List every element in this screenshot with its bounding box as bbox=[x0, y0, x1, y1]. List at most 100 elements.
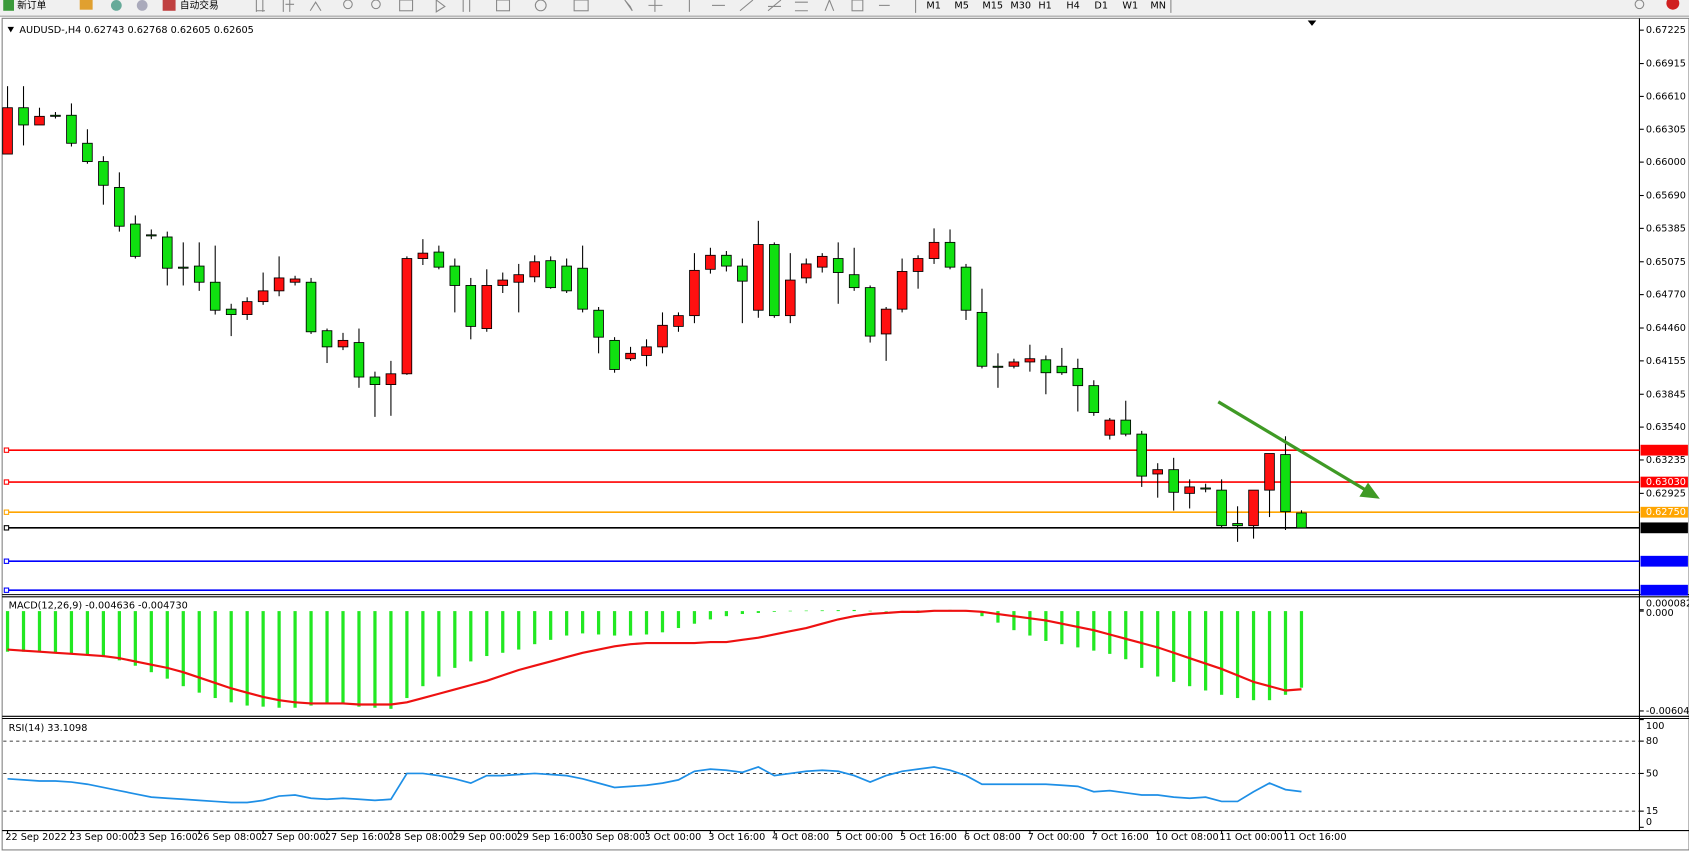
candle-body bbox=[561, 265, 572, 292]
candle-body bbox=[721, 254, 732, 267]
timeframe-button[interactable]: W1 bbox=[1122, 0, 1138, 11]
y-tick-label: 0.66610 bbox=[1646, 91, 1686, 102]
y-tick-label: 0.65075 bbox=[1646, 257, 1686, 268]
candle-body bbox=[1264, 453, 1275, 491]
symbol-menu-icon[interactable] bbox=[7, 26, 15, 33]
macd-bar bbox=[1124, 611, 1128, 660]
toolbar-icon[interactable] bbox=[309, 1, 322, 12]
macd-bar bbox=[341, 611, 345, 705]
toolbar-icon[interactable] bbox=[255, 0, 265, 12]
toolbar-icon[interactable] bbox=[794, 1, 808, 12]
toolbar-icon[interactable] bbox=[824, 0, 835, 11]
candle-body bbox=[1184, 486, 1195, 494]
candle-body bbox=[529, 261, 540, 278]
macd-bar bbox=[820, 610, 824, 612]
candle-body bbox=[465, 285, 477, 327]
macd-bar bbox=[644, 611, 649, 635]
candle-body bbox=[800, 263, 812, 279]
toolbar-icon[interactable] bbox=[79, 0, 93, 10]
toolbar-icon[interactable] bbox=[462, 0, 471, 12]
price-label: 0.63030 bbox=[1646, 477, 1686, 488]
candle-body bbox=[960, 266, 972, 311]
x-tick-label: 4 Oct 08:00 bbox=[772, 832, 829, 843]
toolbar-icon[interactable] bbox=[648, 0, 663, 12]
timeframe-button[interactable]: H1 bbox=[1038, 0, 1051, 11]
candle-body bbox=[369, 376, 381, 385]
y-tick-label: 0.64770 bbox=[1646, 290, 1686, 301]
timeframe-button[interactable]: M15 bbox=[982, 0, 1003, 11]
macd-bar bbox=[724, 611, 729, 617]
candle-body bbox=[753, 244, 764, 311]
candle-body bbox=[50, 114, 61, 117]
candle-body bbox=[848, 274, 860, 289]
y-tick-label: 0.67225 bbox=[1646, 25, 1686, 36]
candle-body bbox=[912, 258, 924, 272]
candle-body bbox=[1072, 367, 1084, 387]
macd-bar bbox=[836, 610, 840, 612]
macd-bar bbox=[85, 611, 90, 655]
x-tick-label: 11 Oct 16:00 bbox=[1283, 832, 1346, 843]
macd-bar bbox=[628, 611, 633, 636]
candle-body bbox=[976, 311, 988, 367]
x-tick-label: 27 Sep 00:00 bbox=[261, 832, 326, 843]
y-tick-label: 0.000082 bbox=[1646, 598, 1689, 609]
toolbar-icon[interactable] bbox=[343, 0, 353, 10]
toolbar-icon[interactable] bbox=[624, 0, 633, 12]
candle-body bbox=[545, 260, 556, 289]
new-order-icon[interactable] bbox=[3, 0, 15, 11]
x-tick-label: 5 Oct 16:00 bbox=[900, 832, 957, 843]
macd-bar bbox=[309, 611, 313, 706]
toolbar-icon[interactable] bbox=[573, 0, 589, 12]
candle-body bbox=[146, 234, 157, 237]
macd-bar bbox=[868, 610, 872, 612]
candle-body bbox=[944, 241, 956, 268]
candle-body bbox=[162, 236, 173, 269]
macd-bar bbox=[1299, 611, 1304, 688]
timeframe-button[interactable]: M5 bbox=[954, 0, 969, 11]
macd-bar bbox=[612, 611, 617, 636]
toolbar-icon[interactable] bbox=[767, 0, 782, 12]
auto-trading-icon[interactable] bbox=[162, 0, 176, 11]
candle-body bbox=[225, 308, 237, 315]
macd-bar bbox=[1076, 611, 1080, 648]
timeframe-button[interactable]: MN bbox=[1150, 0, 1166, 11]
macd-bar bbox=[1172, 611, 1176, 682]
x-tick-label: 22 Sep 2022 bbox=[5, 832, 66, 843]
price-label-box bbox=[1640, 522, 1688, 534]
y-tick-label: 0.66915 bbox=[1646, 59, 1686, 70]
toolbar-icon[interactable] bbox=[739, 0, 754, 12]
toolbar-icon[interactable] bbox=[136, 0, 148, 11]
search-icon[interactable] bbox=[1634, 0, 1645, 10]
toolbar-icon[interactable] bbox=[399, 0, 414, 12]
line-handle bbox=[3, 558, 10, 564]
candle-body bbox=[209, 281, 221, 311]
candle-body bbox=[513, 274, 524, 283]
x-tick-label: 5 Oct 00:00 bbox=[836, 832, 893, 843]
timeframe-button[interactable]: M1 bbox=[926, 0, 941, 11]
macd-bar bbox=[485, 611, 489, 657]
toolbar-icon[interactable] bbox=[534, 0, 547, 12]
toolbar-icon[interactable] bbox=[282, 0, 295, 12]
toolbar-icon[interactable] bbox=[435, 0, 446, 13]
macd-bar bbox=[405, 611, 409, 699]
auto-trading-button[interactable]: 自动交易 bbox=[180, 0, 219, 11]
toolbar-icon[interactable] bbox=[110, 0, 122, 11]
candle-body bbox=[1200, 487, 1211, 490]
y-tick-label: 0.64155 bbox=[1646, 356, 1686, 367]
toolbar-icon[interactable] bbox=[496, 0, 511, 12]
price-label-box bbox=[1640, 584, 1688, 596]
toolbar-icon[interactable] bbox=[851, 0, 864, 12]
timeframe-button[interactable]: D1 bbox=[1094, 0, 1108, 11]
y-tick-label: 0.63235 bbox=[1646, 455, 1686, 466]
macd-bar bbox=[884, 611, 888, 612]
macd-bar bbox=[804, 610, 808, 612]
toolbar-icon[interactable] bbox=[371, 0, 381, 10]
notification-icon[interactable] bbox=[1666, 0, 1680, 10]
timeframe-button[interactable]: H4 bbox=[1066, 0, 1079, 11]
new-order-button[interactable]: 新订单 bbox=[17, 0, 46, 11]
macd-bar bbox=[469, 611, 473, 662]
macd-bar bbox=[740, 611, 744, 615]
timeframe-button[interactable]: M30 bbox=[1010, 0, 1031, 11]
candle-body bbox=[577, 267, 588, 310]
price-label-box bbox=[1640, 444, 1688, 456]
